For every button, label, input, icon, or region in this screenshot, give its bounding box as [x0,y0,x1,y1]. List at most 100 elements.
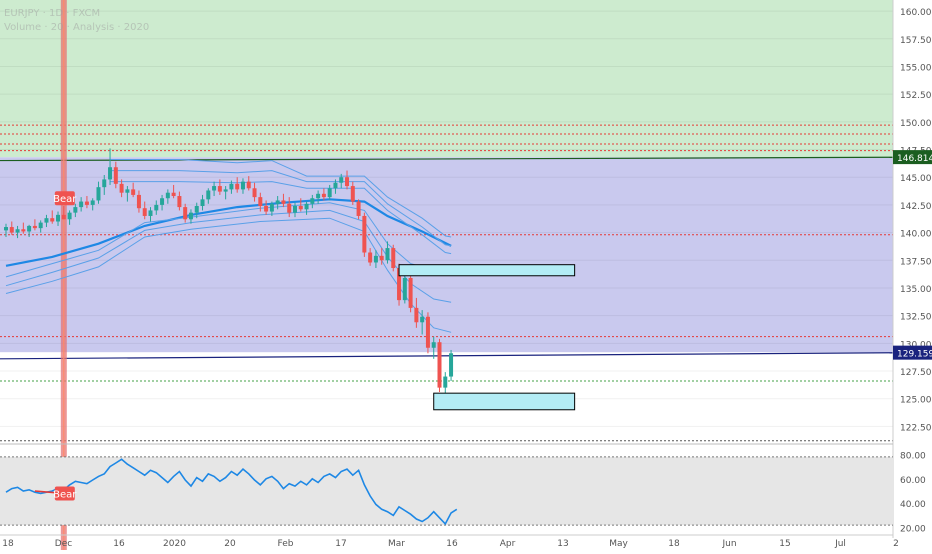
price-tick-label: 130.000 [900,340,932,350]
price-tick-label: 137.500 [900,257,932,267]
time-tick-label: 2 [893,539,899,549]
chart-header-text: Volume · 20 · Analysis · 2020 [4,22,149,33]
candle-body [21,229,26,232]
candle-body [32,225,37,229]
time-tick-label: Apr [500,539,516,549]
candle-body [73,207,78,213]
candle-body [217,186,222,192]
candle-body [298,205,303,210]
candle-body [437,342,442,388]
candle-body [108,167,113,180]
candle-body [96,187,101,201]
candle-body [194,205,199,213]
candle-body [154,204,159,211]
candle-body [304,203,309,210]
time-tick-label: Jun [721,539,736,549]
price-tick-label: 142.500 [900,202,932,212]
price-highlight-label: 129.159 [897,350,932,360]
candle-body [449,353,454,377]
candle-body [402,277,407,301]
candle-body [183,207,188,220]
candle-body [246,181,251,189]
candle-body [50,218,55,222]
candle-body [160,198,165,205]
candle-body [321,193,326,198]
time-tick-label: May [609,539,628,549]
candle-body [171,192,176,197]
price-tick-label: 160.000 [900,8,932,18]
candle-body [293,205,297,213]
upper-trendline [0,156,894,162]
candle-body [113,167,118,184]
candle-body [56,214,61,222]
candle-body [368,252,373,263]
candle-body [90,200,95,205]
time-tick-label: 18 [668,539,680,549]
candle-body [356,201,361,216]
candle-body [235,183,240,190]
candle-body [119,183,124,193]
candle-body [27,225,32,232]
bear-signal-label: Bear [53,194,77,205]
time-tick-label: Jul [834,539,846,549]
candle-body [385,248,390,261]
blue-zone [0,157,893,353]
candle-body [229,183,234,190]
time-tick-label: 13 [557,539,568,549]
candle-body [310,198,315,204]
time-tick-label: 16 [113,539,125,549]
candle-body [9,227,14,233]
candle-body [391,248,396,269]
candle-body [431,342,436,348]
price-tick-label: 157.500 [900,36,932,46]
price-axis-background [893,0,932,550]
time-tick-label: 20 [224,539,236,549]
candle-body [420,316,425,323]
oscillator-tick-label: 60.00 [900,476,926,486]
time-tick-label: 15 [779,539,790,549]
candle-body [142,208,147,216]
price-tick-label: 150.000 [900,119,932,129]
candle-body [177,196,182,208]
candle-body [379,255,384,261]
candle-body [287,203,292,213]
candle-body [425,316,430,348]
price-tick-label: 125.000 [900,396,932,406]
candle-body [15,229,20,233]
price-tick-label: 145.000 [900,174,932,184]
price-tick-label: 155.000 [900,63,932,73]
candle-body [408,277,413,308]
candle-body [136,194,141,209]
candle-body [165,192,170,199]
candle-body [281,200,286,204]
candle-body [240,181,245,190]
candle-body [206,190,211,200]
candle-body [397,268,402,301]
time-tick-label: Feb [278,539,294,549]
lower-band-3 [5,217,452,333]
candle-body [252,188,257,198]
supply-box [398,264,576,277]
price-highlight-badge [893,150,932,165]
candle-body [102,179,107,188]
candle-body [443,376,448,388]
candle-body [264,205,269,212]
candle-body [258,197,263,206]
candle-body [212,186,217,191]
upper-band-1 [110,159,452,238]
price-highlight-badge [893,345,932,360]
price-tick-label: 127.500 [900,368,932,378]
candle-body [414,307,419,323]
candle-body [200,199,205,206]
candle-body [333,182,338,189]
price-tick-label: 122.500 [900,423,932,433]
oscillator-band [0,456,893,526]
time-tick-label: 16 [446,539,458,549]
time-tick-label: Dec [55,539,72,549]
candle-body [269,203,274,212]
candle-body [339,177,344,183]
candle-body [125,189,130,193]
demand-box [433,392,576,411]
candle-body [362,215,367,253]
